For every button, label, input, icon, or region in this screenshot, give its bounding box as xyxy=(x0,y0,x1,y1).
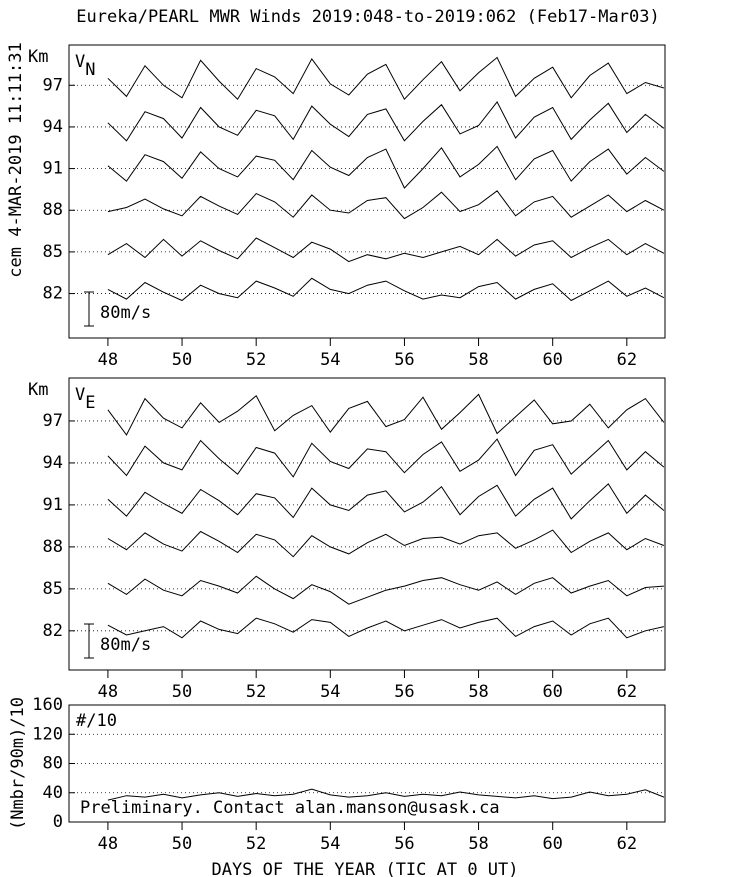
panel-label-sub: E xyxy=(85,393,95,413)
panel-label-main: V xyxy=(75,385,85,405)
trace xyxy=(107,237,665,263)
x-tick-label: 62 xyxy=(617,682,637,702)
trace xyxy=(107,575,664,605)
panel-label: VE xyxy=(75,385,96,413)
trace xyxy=(107,393,665,436)
y-tick-label: 0 xyxy=(53,812,63,832)
x-tick-label: 56 xyxy=(394,834,414,854)
x-tick-label: 60 xyxy=(542,350,562,370)
y-axis-label: Km xyxy=(28,380,48,400)
y-tick-label: 40 xyxy=(43,783,63,803)
x-tick-label: 60 xyxy=(542,834,562,854)
x-tick-label: 62 xyxy=(617,834,637,854)
y-tick-label: 97 xyxy=(43,411,63,431)
x-tick-label: 50 xyxy=(172,682,192,702)
trace xyxy=(107,483,665,520)
y-tick-label: 85 xyxy=(43,242,63,262)
panel-label-main: V xyxy=(75,52,85,72)
x-tick-label: 54 xyxy=(320,834,340,854)
x-tick-label: 56 xyxy=(394,350,414,370)
trace xyxy=(107,56,665,101)
trace xyxy=(107,277,665,302)
y-tick-label: 88 xyxy=(43,200,63,220)
y-tick-label: 94 xyxy=(43,453,63,473)
trace xyxy=(107,529,665,558)
x-tick-label: 48 xyxy=(98,834,118,854)
x-tick-label: 58 xyxy=(468,350,488,370)
x-axis-label: DAYS OF THE YEAR (TIC AT 0 UT) xyxy=(211,860,518,877)
x-tick-label: 54 xyxy=(320,682,340,702)
x-tick-label: 50 xyxy=(172,350,192,370)
x-tick-label: 50 xyxy=(172,834,192,854)
plot-frame xyxy=(68,377,666,671)
y-tick-label: 88 xyxy=(43,537,63,557)
x-tick-label: 56 xyxy=(394,682,414,702)
plot-frame xyxy=(68,44,666,339)
scale-label: 80m/s xyxy=(100,303,151,323)
y-axis-label: Km xyxy=(28,47,48,67)
panel-label-sub: N xyxy=(85,60,95,80)
y-tick-label: 120 xyxy=(32,724,63,744)
note: Preliminary. Contact alan.manson@usask.c… xyxy=(80,798,500,818)
y-tick-label: 91 xyxy=(43,495,63,515)
trace xyxy=(107,100,665,142)
x-tick-label: 52 xyxy=(246,350,266,370)
trace xyxy=(107,145,665,189)
x-tick-label: 48 xyxy=(98,350,118,370)
x-tick-label: 58 xyxy=(468,682,488,702)
y-tick-label: 80 xyxy=(43,754,63,774)
x-tick-label: 52 xyxy=(246,834,266,854)
trace xyxy=(107,788,665,801)
y-axis-label: (Nmbr/90m)/10 xyxy=(8,697,28,830)
x-tick-label: 54 xyxy=(320,350,340,370)
x-tick-label: 58 xyxy=(468,834,488,854)
x-tick-label: 52 xyxy=(246,682,266,702)
x-tick-label: 48 xyxy=(98,682,118,702)
trace xyxy=(107,617,665,639)
panel-label: VN xyxy=(75,52,96,80)
y-tick-label: 91 xyxy=(43,159,63,179)
y-tick-label: 82 xyxy=(43,284,63,304)
y-tick-label: 94 xyxy=(43,117,63,137)
panel-label: #/10 xyxy=(76,711,117,731)
y-tick-label: 97 xyxy=(43,75,63,95)
y-tick-label: 160 xyxy=(32,695,63,715)
trace xyxy=(107,190,665,220)
y-tick-label: 82 xyxy=(43,621,63,641)
chart-title: Eureka/PEARL MWR Winds 2019:048-to-2019:… xyxy=(76,7,659,27)
scale-label: 80m/s xyxy=(100,635,151,655)
trace xyxy=(107,438,665,478)
y-tick-label: 85 xyxy=(43,579,63,599)
side-note: cem 4-MAR-2019 11:11:31 xyxy=(6,42,26,277)
x-tick-label: 60 xyxy=(542,682,562,702)
x-tick-label: 62 xyxy=(617,350,637,370)
